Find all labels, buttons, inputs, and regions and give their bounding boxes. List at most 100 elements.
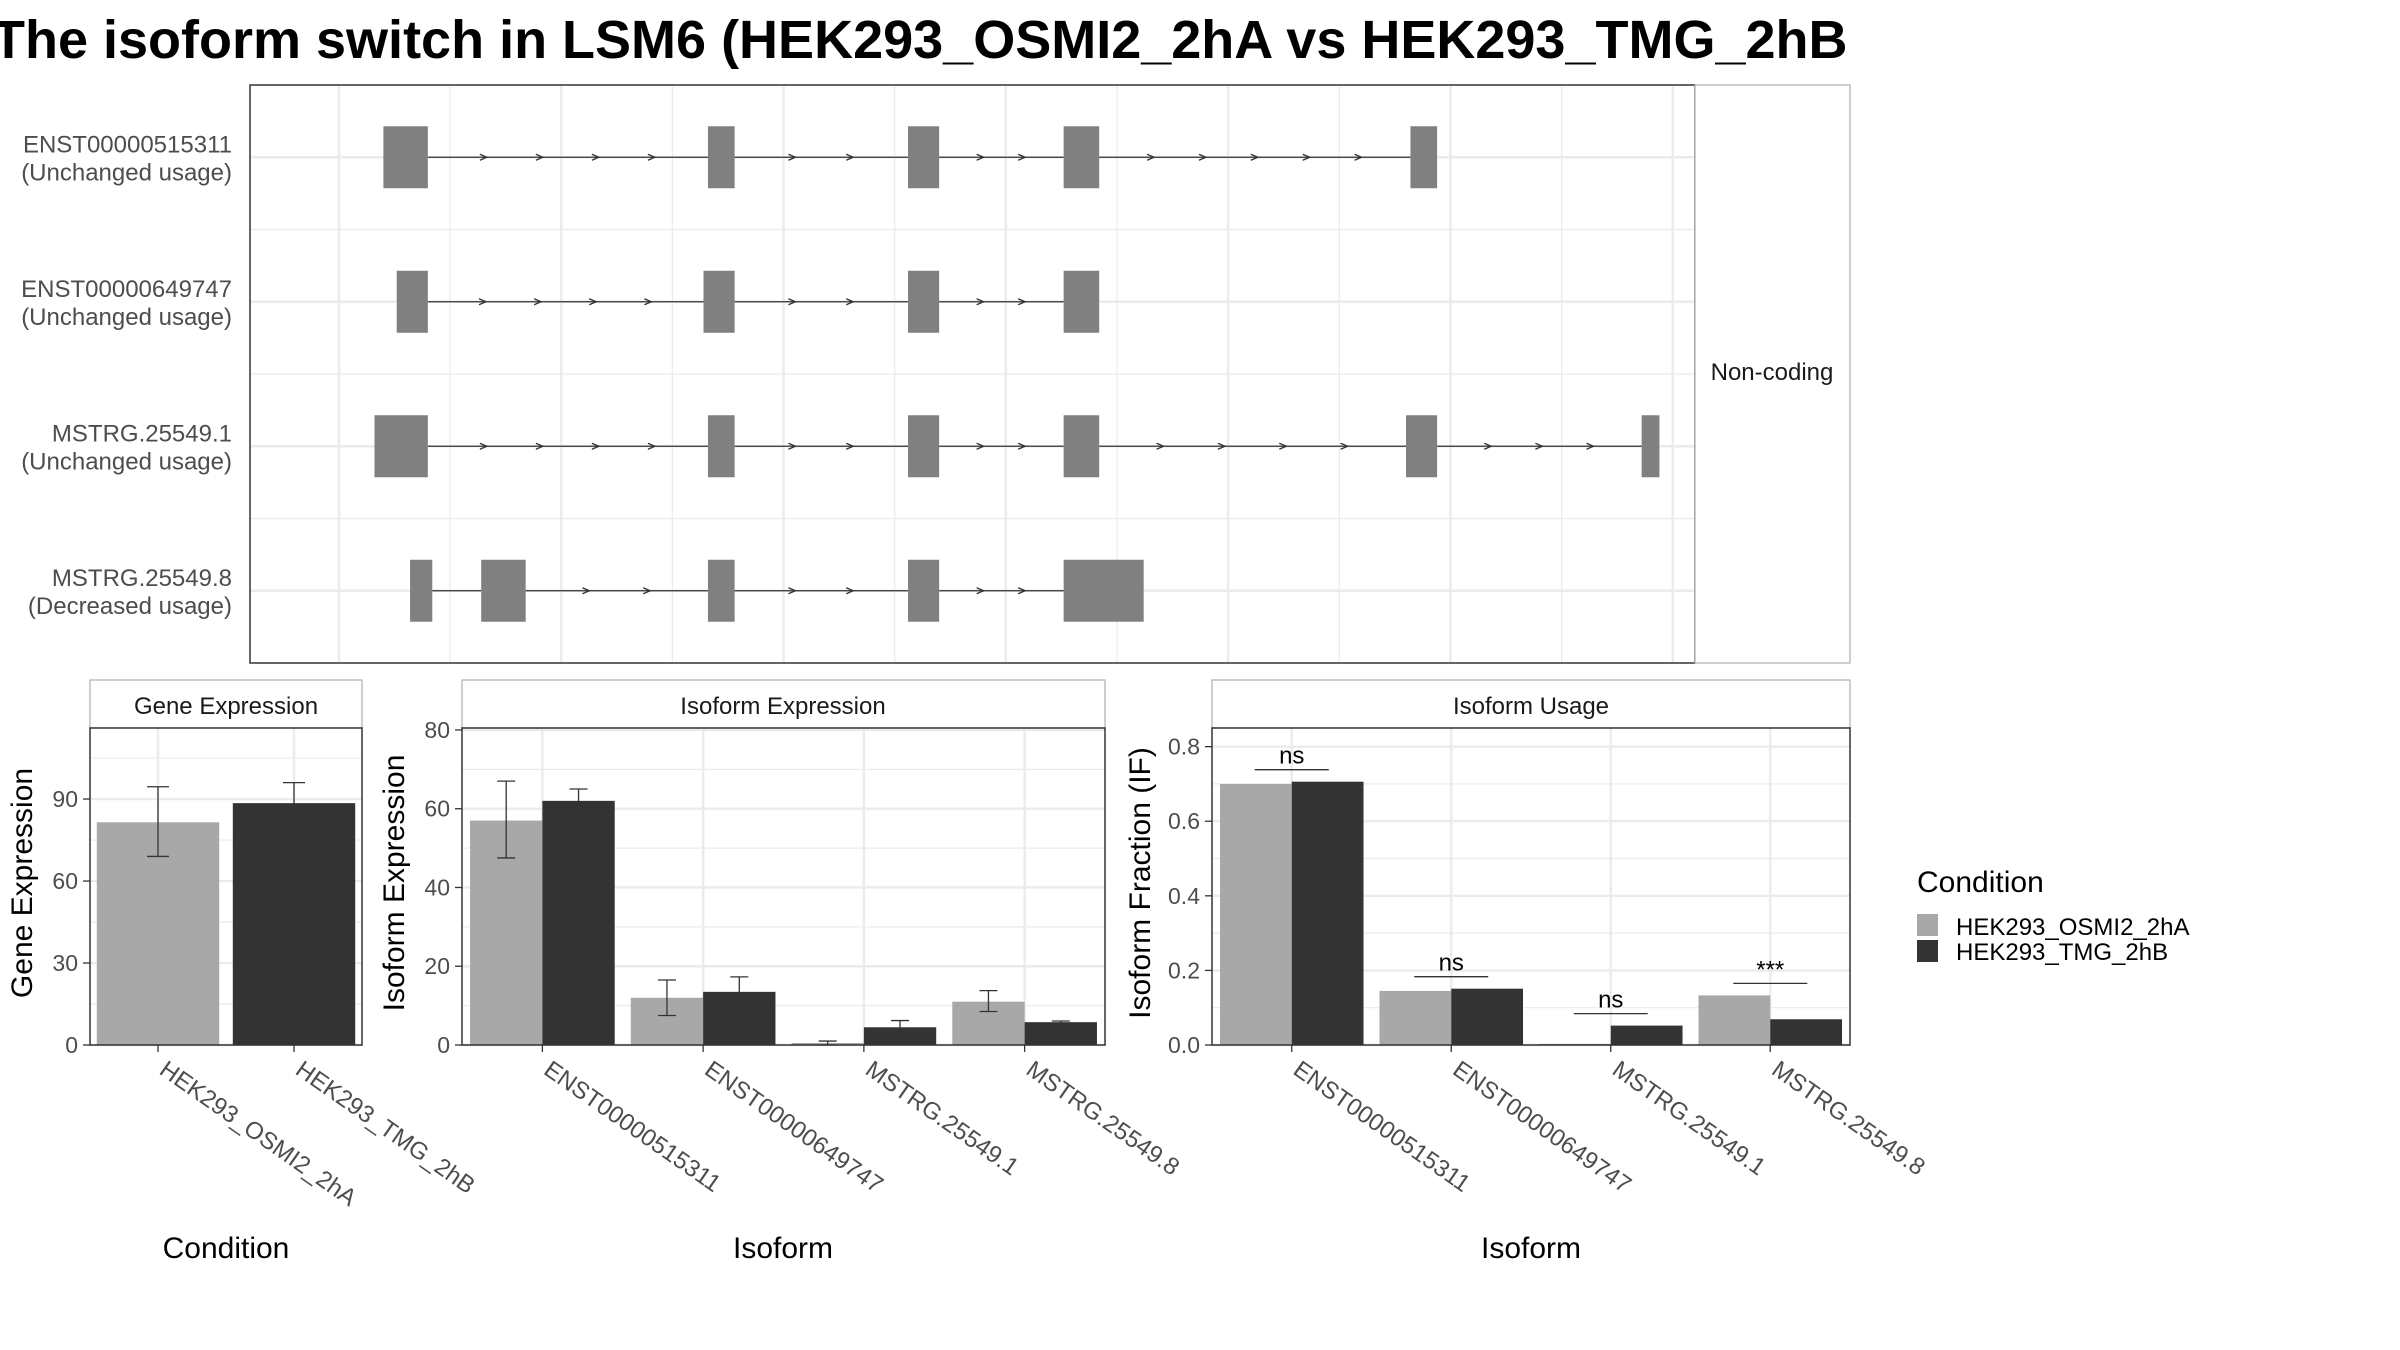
bar [1698, 995, 1771, 1045]
intron-arrow [535, 153, 545, 161]
intron-arrow [845, 298, 855, 306]
isoform-usage-y-label: Isoform Fraction (IF) [1124, 747, 1157, 1019]
exon-block [383, 126, 428, 189]
y-tick-label: 0 [65, 1032, 78, 1058]
transcript-row [383, 126, 1438, 189]
y-tick-label: 60 [52, 868, 78, 894]
bar [1291, 781, 1364, 1045]
intron-arrow [1017, 587, 1027, 595]
transcript-strip-label: Non-coding [1711, 359, 1834, 386]
exon-block [374, 415, 428, 478]
y-tick-label: 90 [52, 786, 78, 812]
isoform-expression-y-label: Isoform Expression [378, 755, 411, 1012]
bar [1219, 783, 1292, 1045]
intron-arrow [1483, 442, 1493, 450]
transcript-id-label: ENST00000515311 [23, 131, 232, 158]
y-tick-label: 20 [424, 953, 450, 979]
isoform-usage-x-label: Isoform [1481, 1232, 1581, 1265]
intron-arrow [845, 153, 855, 161]
intron-arrow [976, 153, 986, 161]
y-tick-label: 40 [424, 874, 450, 900]
exon-block [908, 126, 940, 189]
intron-arrow [642, 587, 652, 595]
intron-arrow [1217, 442, 1227, 450]
intron-arrow [788, 298, 798, 306]
significance-label: *** [1756, 956, 1784, 983]
intron-arrow [845, 587, 855, 595]
intron-arrow [1017, 298, 1027, 306]
transcript-id-label: MSTRG.25549.8 [52, 565, 232, 592]
exon-block [707, 559, 735, 622]
intron-arrow [479, 153, 489, 161]
gene-expression-y-label: Gene Expression [6, 768, 39, 998]
exon-block [396, 270, 428, 333]
significance-label: ns [1598, 987, 1623, 1014]
bar [232, 803, 356, 1045]
isoform-usage-panel: Isoform Usage ns ns ns *** 0.0 0.2 0.4 0.6 0.8 EN… [1124, 679, 1930, 1265]
bar [1024, 1022, 1097, 1045]
intron-arrow [1354, 153, 1364, 161]
bar [1379, 990, 1452, 1045]
exon-block [908, 270, 940, 333]
bars [96, 782, 356, 1045]
intron-arrow [535, 442, 545, 450]
x-tick-label: ENST00000515311 [1288, 1056, 1475, 1198]
significance-label: ns [1439, 950, 1464, 977]
legend-label-cond-b: HEK293_TMG_2hB [1956, 939, 2168, 966]
isoform-usage-strip [1211, 679, 1851, 729]
transcript-rows [374, 126, 1660, 622]
intron-arrow [788, 153, 798, 161]
isoform-expression-plot: 020406080ENST00000515311ENST00000649747M… [424, 717, 1184, 1199]
y-tick-label: 0 [437, 1032, 450, 1058]
gene-expression-strip-label: Gene Expression [134, 693, 318, 720]
x-tick-label: MSTRG.25549.1 [860, 1056, 1023, 1181]
plot-border [89, 727, 363, 1046]
x-tick-label: MSTRG.25549.1 [1607, 1056, 1770, 1181]
x-tick-label: MSTRG.25549.8 [1021, 1056, 1184, 1181]
exon-block [1410, 126, 1438, 189]
exon-block [410, 559, 433, 622]
bars [470, 780, 1097, 1046]
bar [1770, 1019, 1843, 1045]
transcript-usage-label: (Unchanged usage) [21, 448, 232, 475]
significance-label: ns [1279, 743, 1304, 770]
isoform-usage-plot: nsnsns***0.00.20.40.60.8ENST00000515311E… [1168, 727, 1930, 1199]
plot-border [1211, 727, 1851, 1046]
y-tick-label: 0.8 [1168, 734, 1200, 760]
isoform-expression-x-label: Isoform [733, 1232, 833, 1265]
intron-arrow [1586, 442, 1596, 450]
x-tick-label: MSTRG.25549.8 [1767, 1056, 1930, 1181]
intron-arrow [1279, 442, 1288, 450]
exon-block [908, 415, 940, 478]
intron-arrow [647, 153, 657, 161]
intron-arrow [1017, 153, 1027, 161]
x-tick-label: ENST00000649747 [700, 1056, 888, 1199]
isoform-expression-panel: Isoform Expression 0 20 40 60 80 ENST00000515… [378, 679, 1184, 1265]
transcript-id-label: ENST00000649747 [21, 276, 232, 303]
transcript-id-label: MSTRG.25549.1 [52, 420, 232, 447]
exon-block [481, 559, 526, 622]
exon-block [1641, 415, 1660, 478]
exon-block [703, 270, 735, 333]
intron-arrow [1250, 153, 1260, 161]
transcript-usage-label: (Decreased usage) [28, 593, 232, 620]
y-tick-label: 0.0 [1168, 1032, 1200, 1058]
intron-arrow [1156, 442, 1166, 450]
intron-arrow [1017, 442, 1027, 450]
intron-arrow [976, 587, 986, 595]
exon-block [1063, 415, 1100, 478]
intron-arrow [647, 442, 657, 450]
exon-block [707, 126, 735, 189]
transcript-panel: Non-coding ENST00000515311(Unchanged usa… [21, 84, 1851, 664]
legend-key-cond-a [1917, 914, 1938, 936]
intron-arrow [644, 298, 654, 306]
y-tick-label: 0.2 [1168, 957, 1200, 983]
gene-expression-strip [89, 679, 363, 729]
transcript-strip [1694, 84, 1851, 664]
transcript-usage-label: (Unchanged usage) [21, 159, 232, 186]
intron-arrow [1146, 153, 1156, 161]
y-tick-label: 0.4 [1168, 883, 1200, 909]
intron-arrow [1198, 153, 1208, 161]
isoform-usage-strip-label: Isoform Usage [1453, 693, 1609, 720]
